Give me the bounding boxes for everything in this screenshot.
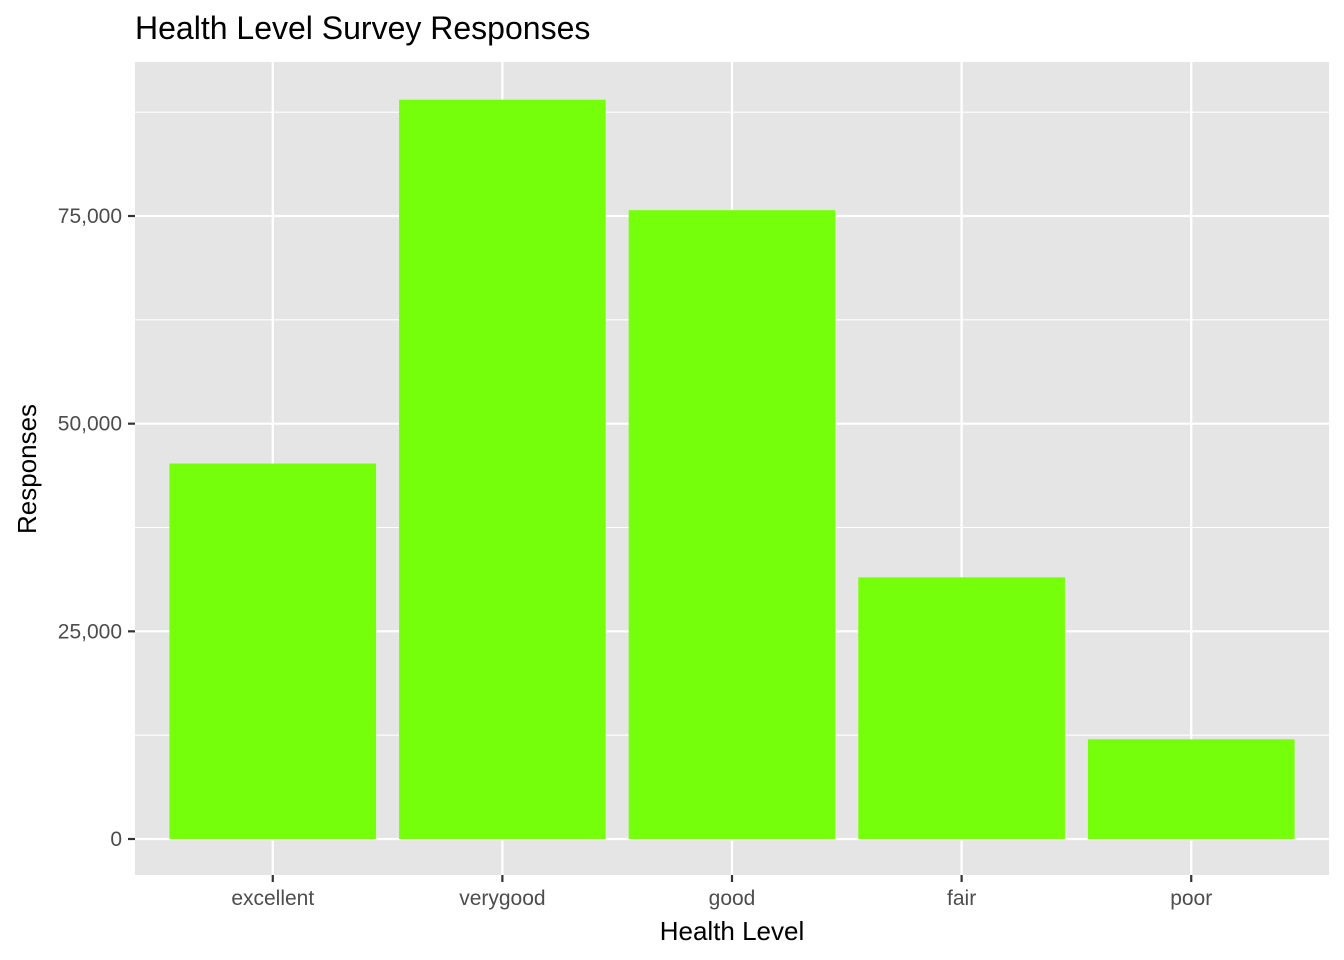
x-tick-label: poor (1170, 887, 1212, 910)
x-tick-label: fair (947, 887, 976, 910)
y-tick-label: 50,000 (58, 413, 122, 436)
y-tick-label: 0 (110, 828, 122, 851)
bar-verygood (399, 99, 606, 839)
x-axis-title: Health Level (660, 916, 805, 946)
y-tick-label: 25,000 (58, 620, 122, 643)
bar-fair (858, 577, 1065, 839)
chart-title: Health Level Survey Responses (135, 10, 590, 46)
y-axis-title: Responses (12, 404, 42, 534)
x-tick-label: good (709, 887, 756, 910)
y-axis: 0 25,000 50,000 75,000 (58, 205, 135, 851)
x-axis: excellent verygood good fair poor (231, 875, 1212, 910)
bar-good (628, 210, 836, 840)
y-tick-label: 75,000 (58, 205, 122, 228)
bar-excellent (169, 463, 377, 839)
x-tick-label: excellent (231, 887, 314, 910)
bars (169, 99, 1295, 840)
x-tick-label: verygood (459, 887, 545, 910)
bar-poor (1087, 739, 1295, 839)
